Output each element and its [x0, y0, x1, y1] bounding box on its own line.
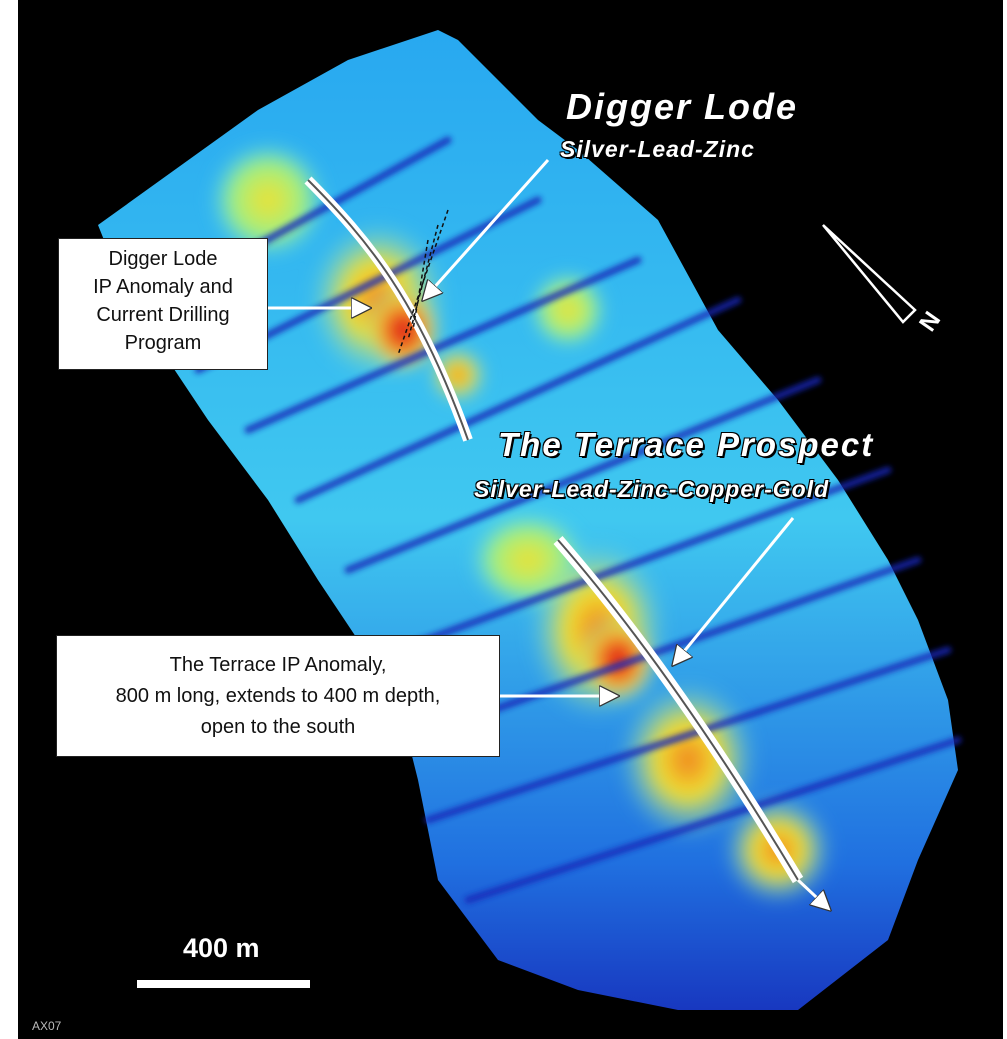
survey-line-streaks: [154, 136, 962, 904]
callout-line: IP Anomaly and: [93, 276, 233, 298]
open-to-south-arrow: [796, 878, 830, 910]
callout-line: Current Drilling: [96, 304, 230, 326]
callout-line: Program: [124, 332, 202, 354]
terrace-prospect-trace: [553, 536, 804, 884]
ip-survey-map-graphic: [98, 30, 962, 1010]
digger-lode-subtitle: Silver-Lead-Zinc: [560, 136, 755, 162]
callout-line: Digger Lode: [108, 248, 218, 270]
figure-code: AX07: [32, 1019, 62, 1033]
callout-line: 800 m long, extends to 400 m depth,: [115, 685, 441, 707]
terrace-prospect-subtitle: Silver-Lead-Zinc-Copper-Gold: [474, 476, 830, 502]
callout-line: The Terrace IP Anomaly,: [169, 654, 387, 676]
ip-survey-map: Digger Lode Silver-Lead-Zinc The Terrace…: [18, 0, 1003, 1039]
digger-lode-title: Digger Lode: [566, 86, 799, 127]
terrace-prospect-title: The Terrace Prospect: [498, 426, 875, 463]
pointer-arrows: [268, 159, 795, 696]
scale-bar-label: 400 m: [183, 933, 260, 963]
digger-lode-trace: [304, 176, 473, 442]
terrace-anomaly-callout: The Terrace IP Anomaly, 800 m long, exte…: [56, 635, 500, 757]
digger-anomaly-callout: Digger Lode IP Anomaly and Current Drill…: [58, 238, 268, 370]
scale-bar: [137, 980, 310, 988]
north-arrow: [822, 224, 917, 324]
callout-line: open to the south: [200, 716, 356, 738]
